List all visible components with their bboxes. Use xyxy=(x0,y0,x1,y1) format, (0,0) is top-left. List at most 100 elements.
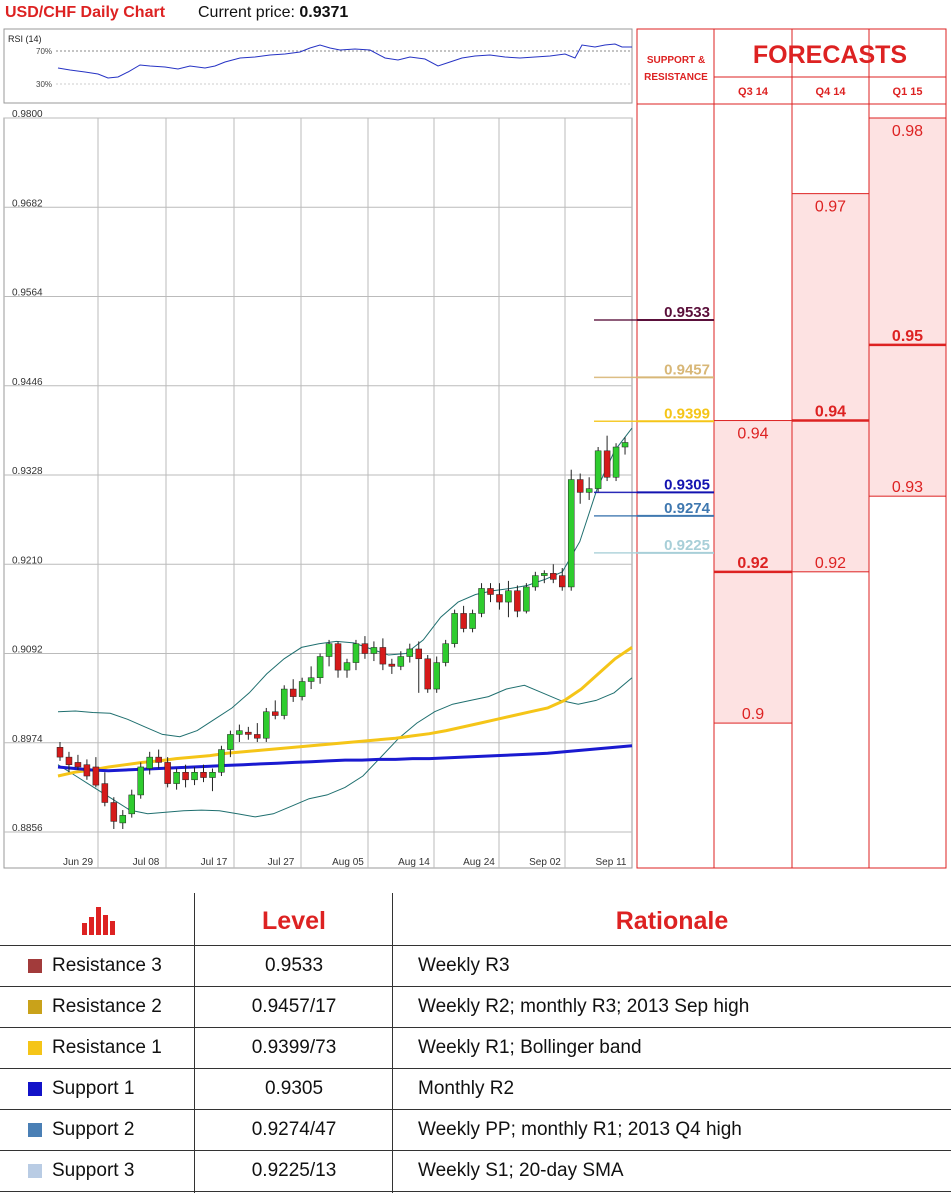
x-tick-label: Sep 11 xyxy=(596,857,627,868)
candle-body xyxy=(298,681,306,697)
level-color-swatch xyxy=(28,1000,42,1014)
current-price-value: 0.9371 xyxy=(299,4,349,21)
candle xyxy=(182,764,189,788)
candle-body xyxy=(541,573,548,576)
forecast-title: FORECASTS xyxy=(753,41,907,69)
candle-body xyxy=(406,648,414,657)
candle-body xyxy=(307,677,315,682)
candle-body xyxy=(594,450,602,489)
level-rationale: Weekly R1; Bollinger band xyxy=(418,1037,642,1058)
candle-body xyxy=(451,613,458,644)
forecast-median-label: 0.94 xyxy=(815,404,846,421)
y-tick-label: 0.9800 xyxy=(12,109,43,120)
candle-body xyxy=(487,588,494,595)
x-tick-label: Jun 29 xyxy=(63,857,93,868)
candle xyxy=(612,443,620,482)
forecast-low-label: 0.93 xyxy=(892,479,923,496)
candle-body xyxy=(415,648,422,660)
level-name: Resistance 3 xyxy=(52,955,162,976)
candle-body xyxy=(236,730,243,735)
rsi-level-30: 30% xyxy=(36,80,52,89)
candle-body xyxy=(523,586,530,612)
candle xyxy=(254,723,261,742)
table-row: Resistance 1 0.9399/73 Weekly R1; Bollinge… xyxy=(0,1027,951,1069)
level-column-header: Level xyxy=(262,907,326,935)
level-color-swatch xyxy=(28,1041,42,1055)
candle-body xyxy=(289,688,297,697)
forecast-median-label: 0.92 xyxy=(737,555,768,572)
level-color-swatch xyxy=(28,1082,42,1096)
candle-body xyxy=(469,613,476,629)
chart-title: USD/CHF Daily Chart xyxy=(5,4,166,21)
candle xyxy=(352,639,360,671)
candle-body xyxy=(164,762,171,784)
levels-table: Level Rationale Resistance 3 0.9533 Weekly… xyxy=(0,893,951,1193)
level-rationale: Monthly R2 xyxy=(418,1078,515,1099)
forecast-low-label: 0.92 xyxy=(815,555,846,572)
chart-canvas: RSI (14) 70% 30% 0.9800 0.9682 0.9564 0.944… xyxy=(3,28,947,869)
y-tick-label: 0.9682 xyxy=(12,198,43,209)
candle xyxy=(209,768,216,792)
x-tick-label: Sep 02 xyxy=(529,857,561,868)
table-row: Support 3 0.9225/13 Weekly S1; 20-day SMA xyxy=(0,1150,951,1192)
x-tick-label: Aug 24 xyxy=(463,857,495,868)
candle xyxy=(65,751,73,773)
rsi-label: RSI (14) xyxy=(8,34,42,44)
candle-body xyxy=(361,643,369,654)
table-row: Support 2 0.9274/47 Weekly PP; monthly R1;… xyxy=(0,1109,951,1151)
candle-body xyxy=(433,662,440,690)
y-tick-label: 0.9446 xyxy=(12,377,43,388)
forecast-panel: SUPPORT & RESISTANCE FORECASTS Q3 14 0.94 0.9… xyxy=(594,28,947,869)
forecast-range-box xyxy=(791,193,870,573)
x-tick-label: Aug 05 xyxy=(332,857,364,868)
candle-body xyxy=(119,815,127,824)
candle-body xyxy=(92,766,100,786)
level-value: 0.9305 xyxy=(264,1078,324,1099)
candle-body xyxy=(621,442,629,448)
candle xyxy=(451,609,458,648)
candle xyxy=(137,762,144,799)
candle xyxy=(325,639,333,667)
y-tick-label: 0.9328 xyxy=(12,466,43,477)
x-tick-label: Aug 14 xyxy=(398,857,430,868)
candle xyxy=(110,797,118,829)
candle-body xyxy=(612,446,620,478)
candle xyxy=(478,583,485,618)
candle xyxy=(523,583,530,614)
candle-body xyxy=(343,662,351,671)
candle xyxy=(263,707,270,742)
forecast-high-label: 0.98 xyxy=(892,123,923,140)
candle xyxy=(128,789,135,818)
level-name: Support 1 xyxy=(52,1078,135,1099)
candle-body xyxy=(110,802,118,822)
current-price: Current price: 0.9371 xyxy=(198,4,348,22)
candle-body xyxy=(550,573,557,580)
candle-body xyxy=(460,613,467,629)
level-name: Support 3 xyxy=(52,1160,135,1181)
level-color-swatch xyxy=(28,1123,42,1137)
moving-averages xyxy=(57,646,633,778)
candle xyxy=(298,677,306,701)
forecast-column-label: Q3 14 xyxy=(738,86,769,98)
table-header-row: Level Rationale xyxy=(0,893,951,946)
candle-body xyxy=(128,794,135,815)
candle xyxy=(245,726,252,740)
sr-level-label: 0.9457 xyxy=(664,361,710,378)
x-tick-label: Jul 27 xyxy=(268,857,295,868)
chart-header: USD/CHF Daily Chart Current price: 0.937… xyxy=(0,0,636,28)
table-row: Resistance 2 0.9457/17 Weekly R2; monthly … xyxy=(0,986,951,1028)
candle xyxy=(173,768,180,790)
candle xyxy=(280,685,288,720)
rationale-column-header: Rationale xyxy=(615,907,729,935)
candle-body xyxy=(209,771,216,778)
x-tick-label: Jul 08 xyxy=(133,857,160,868)
y-tick-label: 0.9564 xyxy=(12,288,43,299)
candle xyxy=(442,639,449,667)
candle xyxy=(101,772,109,807)
candle-body xyxy=(496,594,503,603)
candle xyxy=(621,437,629,455)
forecast-column-label: Q4 14 xyxy=(816,86,847,98)
candle xyxy=(505,580,512,618)
sr-header-line1: SUPPORT & xyxy=(647,55,705,66)
level-value: 0.9457/17 xyxy=(251,996,337,1017)
